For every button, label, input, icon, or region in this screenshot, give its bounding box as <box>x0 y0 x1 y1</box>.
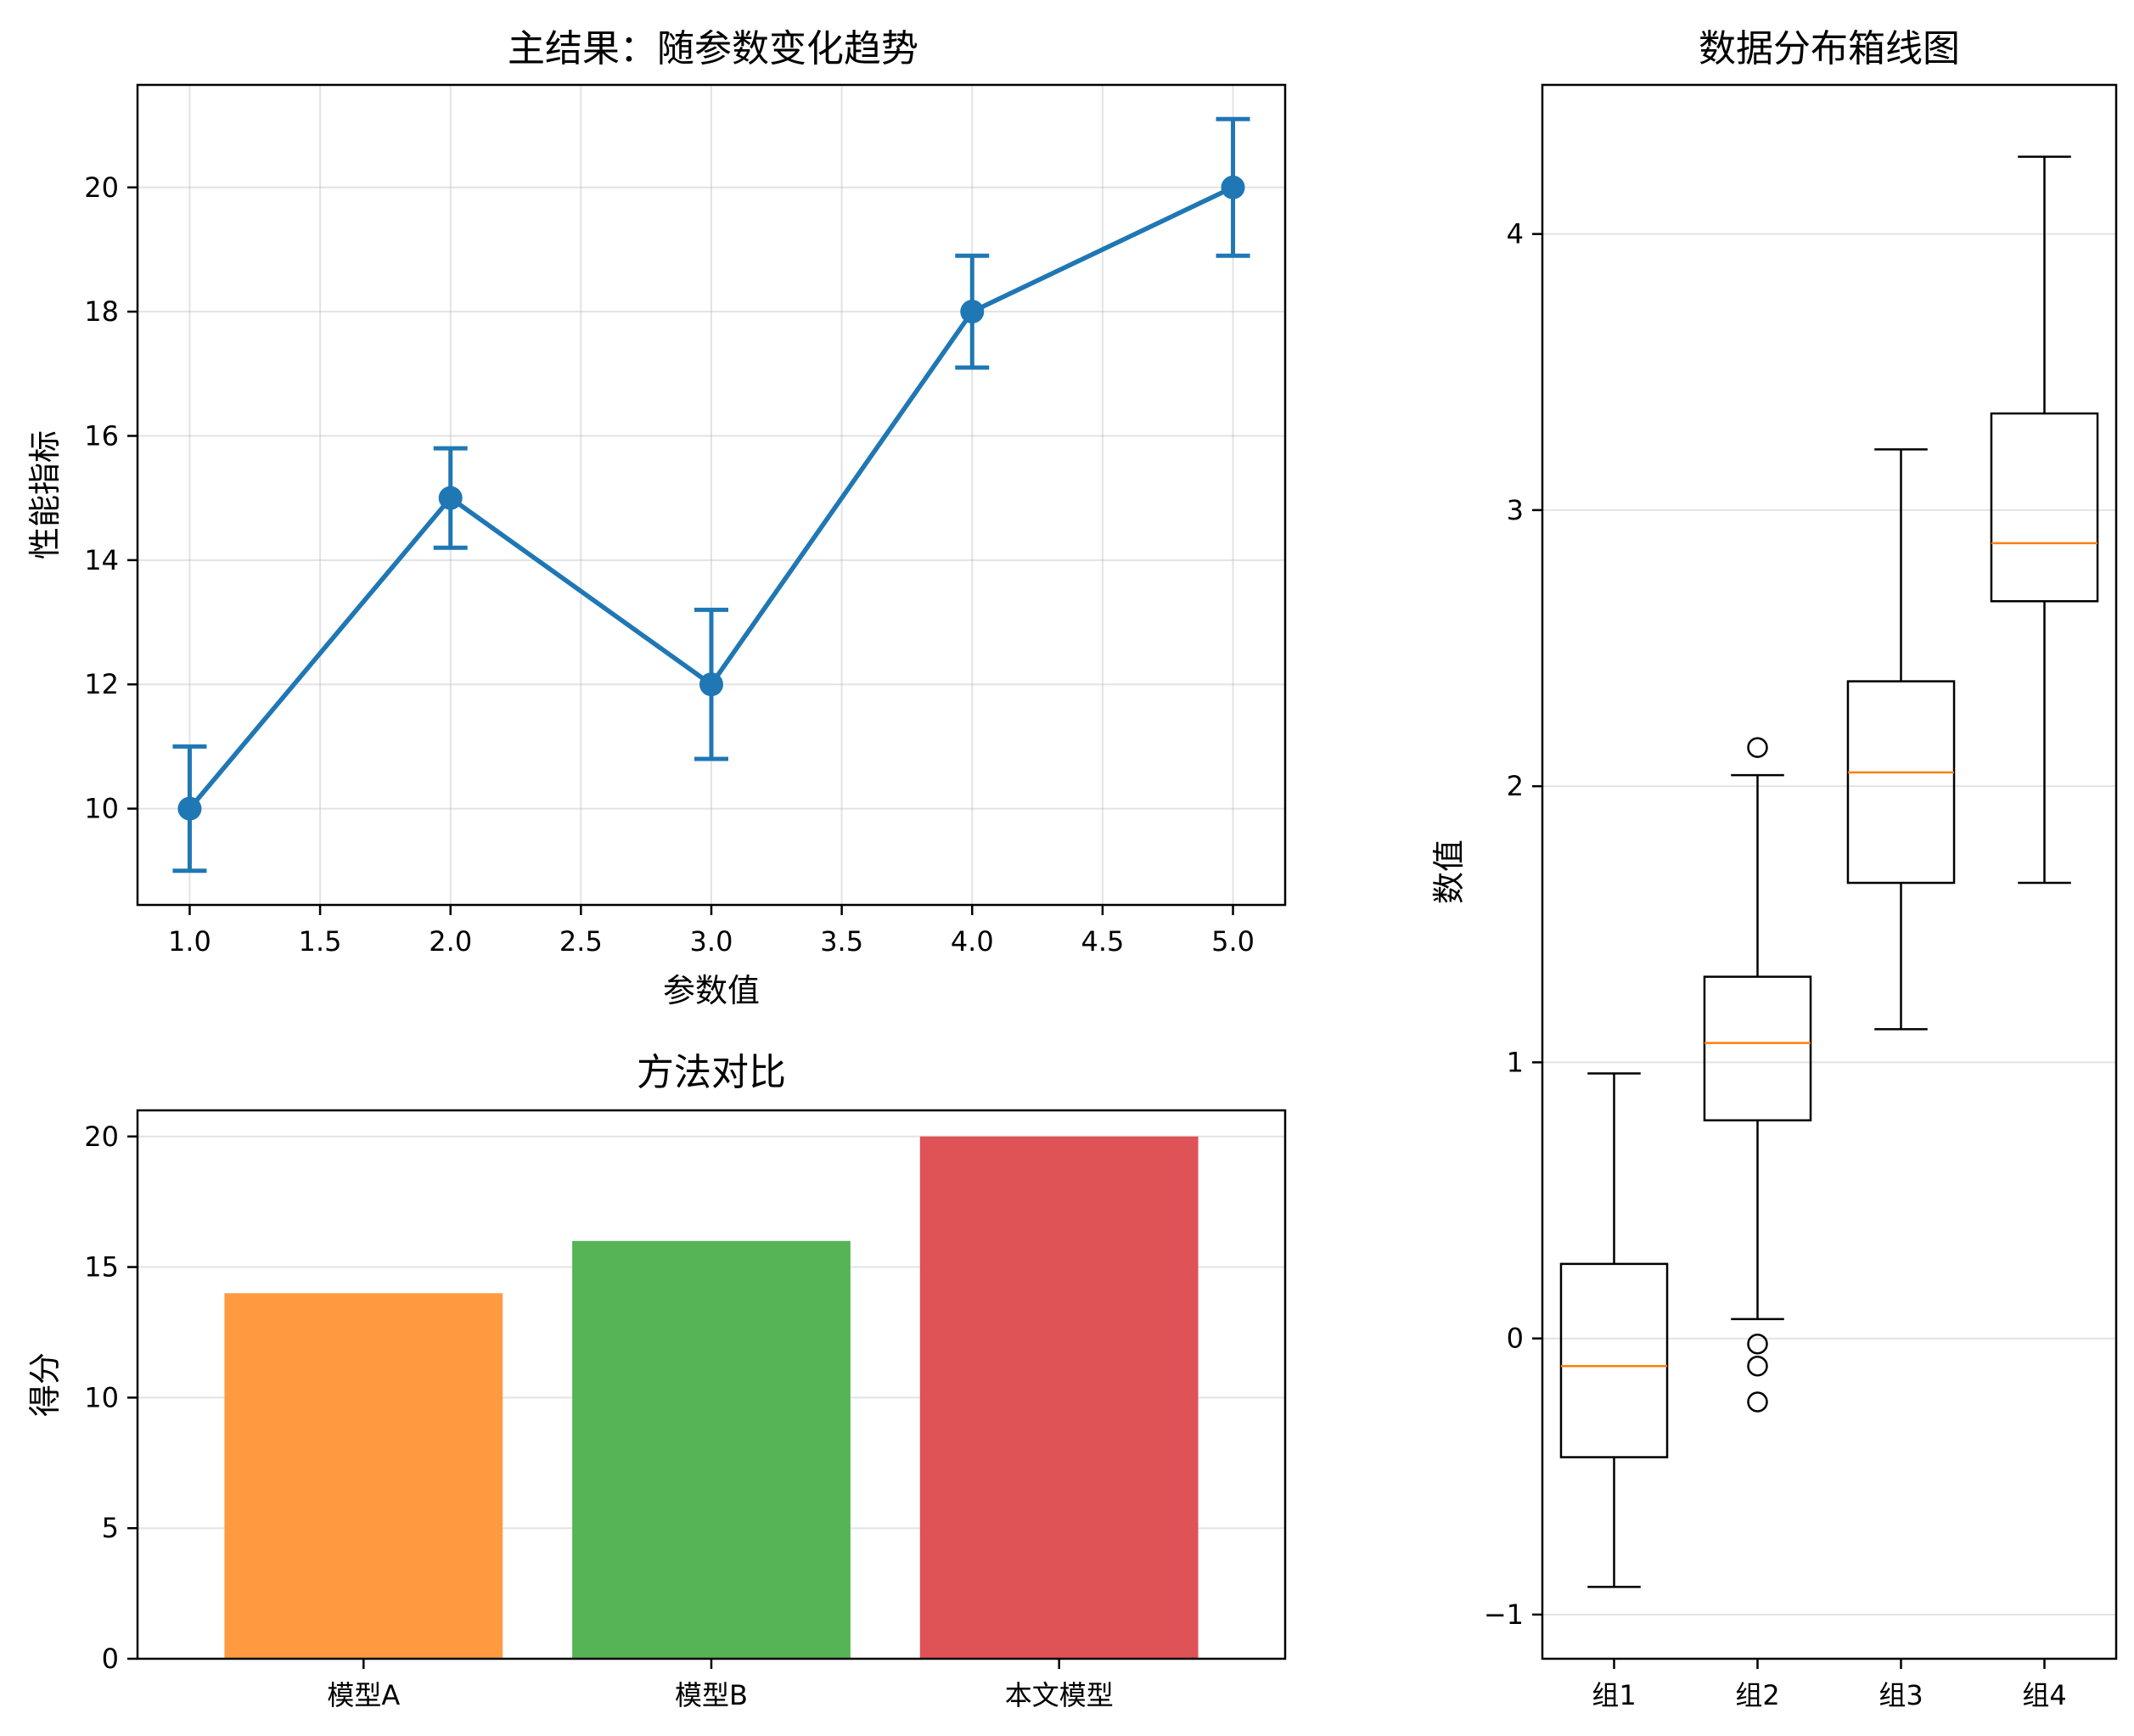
box-plot-y-tick-label: 3 <box>1507 494 1524 526</box>
line-chart-points <box>177 175 1245 821</box>
bar-chart-y-ticks: 0 5 10 15 20 <box>84 1121 138 1675</box>
bar-chart: 方法对比 模型A 模型B 本文模型 0 5 10 15 20 得分 <box>26 1051 1287 1711</box>
box-plot-x-tick-label: 组1 <box>1592 1679 1636 1711</box>
line-chart-x-tick-label: 3.0 <box>690 925 733 958</box>
line-chart: 主结果：随参数变化趋势 1.0 1.5 2.0 2.5 3.0 3.5 4.0 4.5 5.0 … <box>26 27 1287 1009</box>
bar-chart-y-tick-label: 10 <box>84 1381 119 1413</box>
bar-chart-y-tick-label: 0 <box>102 1643 119 1675</box>
line-chart-x-tick-label: 2.0 <box>429 925 472 958</box>
box-plot-x-tick-label: 组2 <box>1735 1679 1779 1711</box>
box-plot-grid <box>1542 233 2116 1615</box>
line-chart-x-tick-label: 1.0 <box>168 925 211 958</box>
box-plot-frame <box>1541 83 2118 1660</box>
line-chart-x-tick-label: 2.5 <box>559 925 603 958</box>
box-plot-boxes <box>1559 155 2099 1588</box>
bar-chart-bar <box>919 1136 1199 1659</box>
box-plot-y-tick-label: 2 <box>1507 770 1524 802</box>
bar-chart-x-ticks: 模型A 模型B 本文模型 <box>327 1659 1114 1711</box>
bar-chart-y-tick-label: 20 <box>84 1121 119 1153</box>
line-chart-y-tick-label: 20 <box>84 171 119 204</box>
line-chart-y-tick-label: 12 <box>84 668 119 700</box>
line-chart-x-ticks: 1.0 1.5 2.0 2.5 3.0 3.5 4.0 4.5 5.0 <box>168 905 1255 958</box>
line-chart-title: 主结果：随参数变化趋势 <box>508 27 918 70</box>
box-plot: 数据分布箱线图 组1 组2 组3 组4 −1 0 1 2 3 4 数值 <box>1430 27 2118 1711</box>
line-chart-point <box>960 300 985 324</box>
line-chart-x-tick-label: 4.5 <box>1081 925 1124 958</box>
box-plot-outlier <box>1747 737 1768 758</box>
line-chart-y-tick-label: 18 <box>84 295 119 328</box>
line-chart-y-tick-label: 16 <box>84 419 119 452</box>
box-plot-x-ticks: 组1 组2 组3 组4 <box>1592 1659 2067 1711</box>
line-chart-point <box>699 672 723 697</box>
line-chart-y-ticks: 10 12 14 16 18 20 <box>84 171 138 825</box>
box-plot-y-tick-label: 4 <box>1507 218 1524 250</box>
bar-chart-x-tick-label: 本文模型 <box>1005 1679 1114 1711</box>
box-plot-y-tick-label: 1 <box>1507 1046 1524 1078</box>
line-chart-grid <box>138 85 1285 905</box>
bar-chart-title: 方法对比 <box>637 1051 786 1094</box>
box-plot-box <box>1846 680 1956 885</box>
bar-chart-bar <box>224 1293 503 1659</box>
box-plot-outlier <box>1747 1355 1768 1377</box>
bar-chart-y-tick-label: 15 <box>84 1251 119 1284</box>
box-plot-y-ticks: −1 0 1 2 3 4 <box>1484 218 1542 1631</box>
line-chart-x-tick-label: 1.5 <box>299 925 342 958</box>
box-plot-y-label: 数值 <box>1430 840 1468 904</box>
bar-chart-bars <box>224 1136 1199 1659</box>
box-plot-x-tick-label: 组3 <box>1878 1679 1923 1711</box>
bar-chart-x-tick-label: 模型A <box>327 1679 400 1711</box>
box-plot-x-tick-label: 组4 <box>2022 1679 2066 1711</box>
bar-chart-y-tick-label: 5 <box>102 1512 119 1544</box>
line-chart-x-tick-label: 5.0 <box>1211 925 1255 958</box>
box-plot-outlier <box>1747 1333 1768 1355</box>
line-chart-point <box>1221 175 1245 199</box>
bar-chart-bar <box>572 1240 851 1659</box>
line-chart-y-tick-label: 14 <box>84 544 119 576</box>
box-plot-outlier <box>1747 1391 1768 1413</box>
line-chart-x-tick-label: 4.0 <box>951 925 994 958</box>
line-chart-y-tick-label: 10 <box>84 793 119 825</box>
box-plot-box <box>1990 412 2099 603</box>
box-plot-y-tick-label: 0 <box>1507 1323 1524 1355</box>
box-plot-box <box>1559 1262 1669 1458</box>
line-chart-y-label: 性能指标 <box>26 430 64 559</box>
bar-chart-y-label: 得分 <box>26 1352 64 1417</box>
line-chart-x-tick-label: 3.5 <box>820 925 863 958</box>
line-chart-point <box>177 796 202 821</box>
box-plot-box <box>1703 975 1812 1121</box>
box-plot-title: 数据分布箱线图 <box>1699 27 1960 70</box>
line-chart-x-label: 参数值 <box>663 972 760 1009</box>
line-chart-point <box>438 486 463 510</box>
bar-chart-x-tick-label: 模型B <box>675 1679 748 1711</box>
box-plot-y-tick-label: −1 <box>1484 1598 1524 1631</box>
